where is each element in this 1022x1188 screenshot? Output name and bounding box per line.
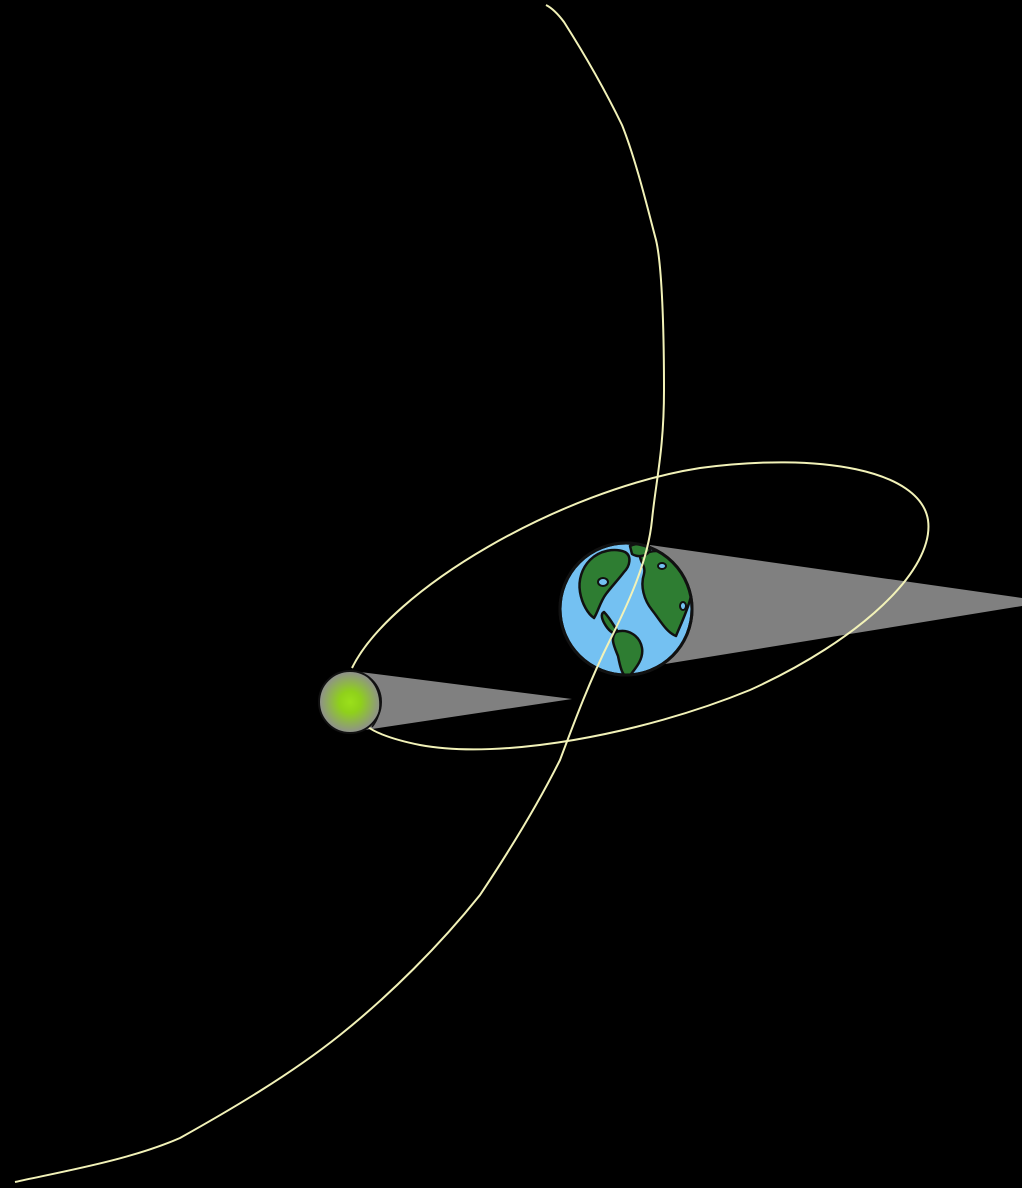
trajectory-path bbox=[14, 4, 666, 1183]
earth-globe-icon bbox=[558, 541, 694, 677]
earth-shadow-cone bbox=[650, 545, 1022, 664]
moon-icon bbox=[318, 670, 382, 734]
moon-orbit bbox=[351, 461, 930, 751]
moon-shadow-cone bbox=[360, 672, 572, 730]
